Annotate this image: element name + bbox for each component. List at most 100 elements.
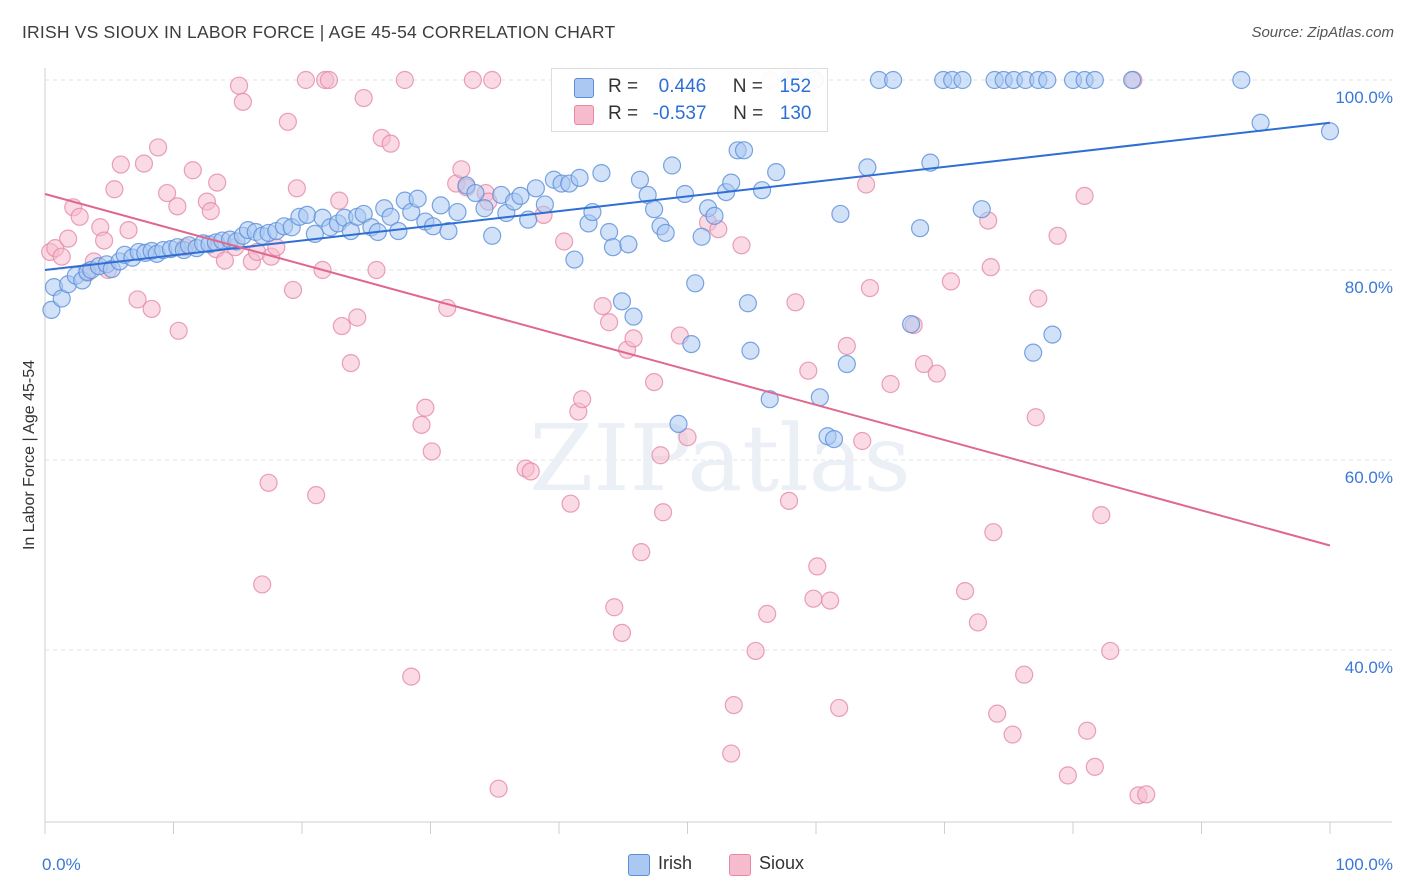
legend-r-value: 0.446 bbox=[658, 76, 707, 97]
y-tick-label: 80.0% bbox=[1345, 278, 1393, 297]
legend-r-label: R = bbox=[608, 103, 639, 124]
irish-point bbox=[705, 206, 724, 225]
sioux-point bbox=[837, 336, 856, 356]
legend-label-irish: Irish bbox=[658, 853, 693, 873]
sioux-point bbox=[215, 251, 234, 270]
legend-n-value: 130 bbox=[779, 103, 812, 124]
sioux-point bbox=[678, 428, 697, 447]
irish-point bbox=[619, 235, 638, 254]
sioux-point bbox=[489, 779, 508, 798]
trend-lines bbox=[44, 121, 1331, 547]
legend-n-label: N = bbox=[733, 103, 764, 124]
sioux-point bbox=[201, 202, 220, 221]
sioux-point bbox=[605, 598, 624, 617]
sioux-point bbox=[1078, 721, 1097, 740]
irish-point bbox=[883, 70, 903, 90]
sioux-point bbox=[644, 373, 664, 392]
y-tick-label: 60.0% bbox=[1345, 468, 1393, 487]
irish-point bbox=[592, 164, 611, 183]
sioux-point bbox=[612, 623, 632, 643]
irish-point bbox=[1232, 70, 1251, 90]
sioux-point bbox=[914, 354, 934, 374]
x-tick-label: 0.0% bbox=[42, 855, 81, 874]
sioux-point bbox=[278, 112, 297, 131]
irish-point bbox=[565, 250, 584, 269]
irish-point bbox=[1024, 343, 1043, 362]
sioux-swatch bbox=[729, 854, 751, 876]
sioux-point bbox=[988, 704, 1007, 723]
irish-points bbox=[42, 70, 1340, 449]
sioux-point bbox=[52, 247, 71, 266]
irish-point bbox=[972, 200, 991, 219]
irish-point bbox=[921, 153, 940, 172]
irish-point bbox=[431, 196, 450, 215]
sioux-point bbox=[307, 486, 326, 505]
sioux-point bbox=[422, 442, 441, 461]
irish-point bbox=[656, 223, 675, 243]
watermark: ZIPatlas bbox=[529, 405, 910, 512]
sioux-swatch bbox=[574, 105, 594, 125]
irish-point bbox=[42, 300, 61, 319]
sioux-point bbox=[367, 260, 386, 280]
sioux-point bbox=[927, 364, 946, 383]
sioux-point bbox=[573, 390, 592, 409]
sioux-point bbox=[168, 197, 187, 216]
sioux-point bbox=[941, 272, 961, 291]
irish-point bbox=[953, 70, 972, 90]
irish-point bbox=[1038, 70, 1057, 90]
sioux-point bbox=[253, 575, 272, 594]
sioux-point bbox=[483, 70, 502, 90]
sioux-point bbox=[653, 503, 673, 522]
sioux-trend-line bbox=[44, 193, 1331, 547]
irish-point bbox=[1043, 325, 1062, 344]
irish-point bbox=[644, 200, 664, 219]
irish-point bbox=[439, 221, 458, 241]
sioux-point bbox=[395, 70, 414, 90]
sioux-point bbox=[463, 70, 483, 90]
sioux-point bbox=[1058, 766, 1077, 785]
sioux-point bbox=[804, 589, 823, 608]
sioux-point bbox=[732, 236, 751, 255]
irish-point bbox=[526, 179, 545, 198]
irish-point bbox=[466, 183, 485, 203]
irish-point bbox=[570, 168, 589, 187]
sioux-point bbox=[111, 155, 130, 174]
irish-point bbox=[600, 222, 619, 242]
y-tick-label: 40.0% bbox=[1345, 658, 1393, 677]
irish-point bbox=[858, 158, 877, 177]
irish-point bbox=[1123, 70, 1142, 90]
sioux-point bbox=[561, 494, 580, 513]
sioux-point bbox=[128, 290, 147, 309]
sioux-point bbox=[1085, 757, 1104, 776]
x-tick-label: 100.0% bbox=[1335, 855, 1393, 874]
sioux-point bbox=[808, 557, 827, 576]
irish-point bbox=[810, 388, 829, 407]
sioux-point bbox=[208, 173, 227, 192]
sioux-point bbox=[416, 398, 435, 417]
irish-point bbox=[630, 170, 650, 189]
legend-r-value: -0.537 bbox=[652, 103, 707, 124]
sioux-point bbox=[799, 361, 818, 380]
sioux-point bbox=[779, 491, 799, 510]
irish-point bbox=[752, 181, 772, 200]
irish-point bbox=[831, 204, 850, 224]
sioux-point bbox=[724, 695, 743, 715]
sioux-point bbox=[1029, 289, 1048, 308]
sioux-point bbox=[229, 76, 249, 95]
legend-label-sioux: Sioux bbox=[759, 853, 805, 873]
sioux-point bbox=[984, 523, 1003, 542]
sioux-point bbox=[632, 543, 651, 562]
irish-swatch bbox=[628, 854, 650, 876]
axes bbox=[44, 68, 1392, 834]
sioux-point bbox=[830, 698, 849, 718]
irish-point bbox=[535, 195, 554, 214]
irish-point bbox=[738, 294, 757, 313]
sioux-point bbox=[1137, 785, 1156, 804]
irish-point bbox=[767, 163, 786, 182]
sioux-point bbox=[142, 299, 161, 319]
sioux-point bbox=[1075, 186, 1094, 205]
irish-point bbox=[741, 341, 760, 360]
irish-point bbox=[1320, 122, 1340, 141]
sioux-point bbox=[860, 278, 880, 298]
